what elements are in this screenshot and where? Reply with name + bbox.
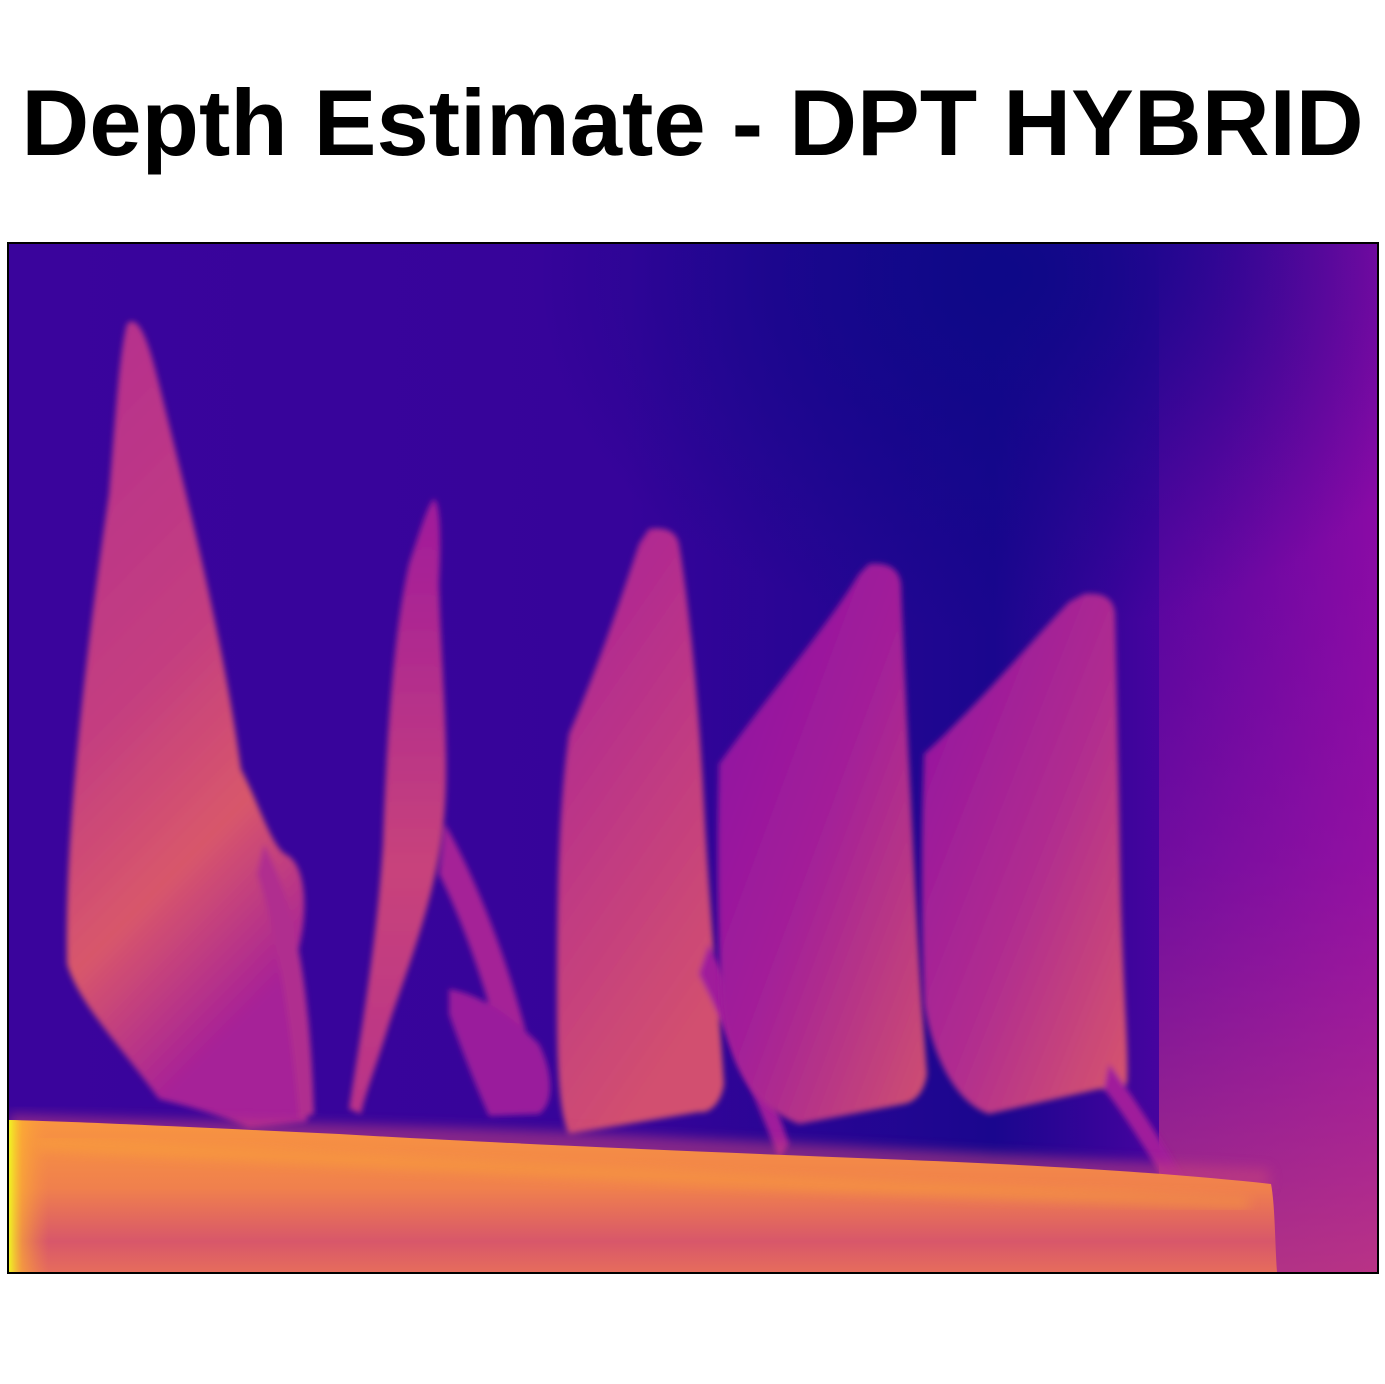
object-left-tall	[66, 321, 314, 1128]
figure-title: Depth Estimate - DPT HYBRID	[21, 70, 1364, 175]
depth-map-graphic	[9, 244, 1377, 1272]
object-mid-right-panel	[717, 563, 927, 1124]
background-right-wall	[1159, 244, 1377, 1272]
depth-map-image	[7, 242, 1379, 1274]
object-thin-spike	[349, 499, 551, 1116]
object-right-panel	[921, 593, 1184, 1189]
foreground-surface	[9, 1120, 1277, 1272]
